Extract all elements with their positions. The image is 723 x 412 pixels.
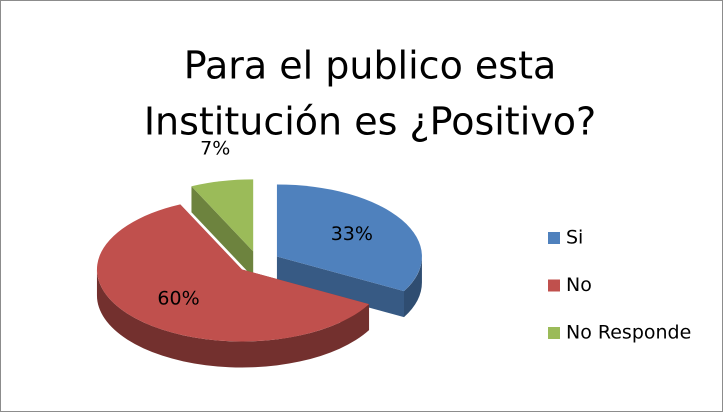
slice-side — [96, 269, 370, 368]
slice — [276, 184, 422, 292]
data-label: 33% — [331, 223, 373, 245]
slice-side — [276, 256, 405, 318]
legend-swatch — [548, 279, 560, 292]
legend-label: Si — [566, 227, 583, 249]
legend-label: No Responde — [566, 322, 691, 344]
data-label: 7% — [200, 138, 230, 160]
legend-swatch — [548, 327, 560, 339]
slice — [96, 204, 370, 342]
slice-side — [404, 256, 422, 318]
slice-side — [191, 186, 254, 278]
legend-swatch — [548, 232, 560, 244]
legend-label: No — [566, 274, 592, 296]
slice — [191, 179, 254, 252]
chart-title: Para el publico esta — [184, 44, 557, 88]
data-label: 60% — [157, 288, 199, 310]
chart-title: Institución es ¿Positivo? — [144, 100, 596, 144]
